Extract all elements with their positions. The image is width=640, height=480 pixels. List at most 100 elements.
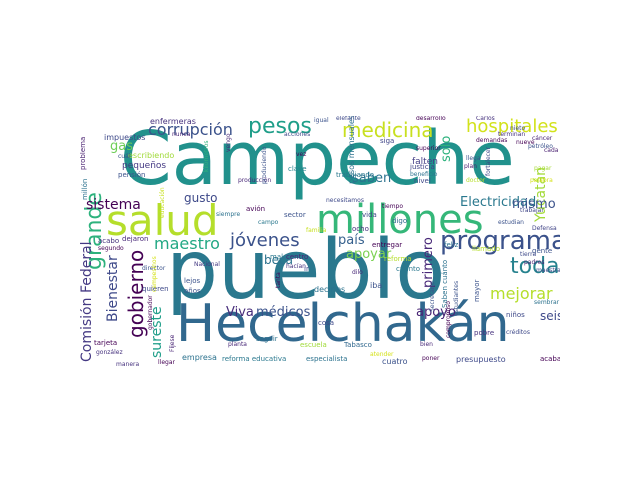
- word-acabo: acabo: [98, 237, 120, 245]
- word-reforma-educativa: reforma educativa: [222, 355, 287, 363]
- word-acabar: acabar: [540, 355, 560, 363]
- word-padres: padres: [524, 259, 545, 266]
- word-quieren: quieren: [142, 285, 169, 293]
- word-apoyar: apoyar: [346, 247, 392, 262]
- word-desarrollo: desarrollo: [416, 116, 446, 122]
- word-tierra: tierra: [520, 251, 537, 258]
- word-cloud: Campeche pueblo Hecelchakán salud millone…: [80, 116, 560, 368]
- word-maestro: maestro: [154, 234, 220, 253]
- word-pobre: pobre: [474, 329, 495, 337]
- word-apoyo: apoyo: [416, 305, 456, 320]
- word-tabasco: Tabasco: [344, 341, 372, 349]
- word-maestra: maestra: [536, 267, 560, 274]
- word-manera: manera: [116, 361, 140, 368]
- word-tarjeta: tarjeta: [94, 339, 118, 347]
- word-pais: país: [338, 233, 365, 248]
- word-medicina: medicina: [342, 118, 434, 142]
- word-millon: millón: [81, 178, 89, 200]
- word-saben: saben: [352, 171, 392, 186]
- word-corrupcion: corrupción: [148, 120, 233, 139]
- word-llega: llega: [466, 155, 481, 162]
- word-terminan: terminan: [498, 131, 526, 138]
- word-mejorar: mejorar: [490, 284, 553, 303]
- word-nivel: nivel: [414, 177, 431, 185]
- word-poner: poner: [422, 355, 440, 362]
- word-fortalecer: fortalecer: [485, 146, 492, 176]
- word-campesinos: campesinos: [151, 256, 158, 292]
- word-compromiso: compromiso: [445, 301, 452, 338]
- word-acciones: acciones: [284, 131, 311, 138]
- word-nunca: nunca: [172, 131, 191, 138]
- word-empresa: empresa: [182, 353, 217, 362]
- word-enfermeras: enfermeras: [150, 117, 196, 126]
- word-fijese: Fíjese: [169, 334, 176, 352]
- word-seis: seis: [540, 309, 560, 323]
- word-pesos: pesos: [248, 116, 312, 139]
- word-seguir: seguir: [256, 335, 278, 343]
- word-electricidad: Electricidad: [460, 195, 537, 210]
- word-cosa: cosa: [318, 319, 335, 327]
- word-educacion: educación: [159, 187, 166, 218]
- word-gusto: gusto: [184, 191, 218, 205]
- word-gobierno: gobierno: [124, 249, 148, 338]
- word-produccion: producción: [238, 177, 272, 184]
- word-kilometros: kilómetros: [203, 140, 210, 173]
- word-vida: vida: [362, 211, 377, 219]
- word-presupuesto: presupuesto: [456, 355, 506, 364]
- word-lejos: lejos: [184, 277, 201, 285]
- word-secretario: Secretario: [429, 281, 436, 312]
- word-siempre: siempre: [216, 211, 241, 218]
- word-cada: cada: [544, 147, 559, 154]
- word-centro: centro: [286, 253, 309, 261]
- word-vez: vez: [296, 151, 307, 158]
- word-sistema: sistema: [86, 197, 141, 213]
- word-igual: igual: [314, 117, 329, 124]
- word-justicia: justicia: [410, 163, 435, 171]
- word-plan: plan: [464, 163, 477, 170]
- word-impuestos: impuestos: [104, 133, 146, 142]
- word-dejaron: dejaron: [122, 235, 149, 243]
- word-toda: toda: [510, 254, 560, 279]
- word-pueblo: pueblo: [166, 223, 446, 318]
- word-escuela: escuela: [300, 341, 327, 349]
- word-defensa: Defensa: [532, 225, 557, 232]
- word-sector: sector: [284, 211, 306, 219]
- word-falten: falten: [412, 157, 438, 167]
- word-digo: digo: [392, 217, 408, 225]
- word-viva: Viva: [226, 305, 254, 320]
- word-hospitales: hospitales: [466, 116, 558, 137]
- word-creditos: créditos: [506, 329, 530, 336]
- word-nacional: Nacional: [194, 261, 220, 268]
- word-estudiantes: estudiantes: [453, 280, 460, 316]
- word-anos: años: [184, 287, 201, 295]
- word-hecelchakan: Hecelchakán: [176, 294, 510, 354]
- word-carlos: Carlos: [476, 116, 495, 122]
- word-trabajar: trabajar: [520, 207, 544, 214]
- word-feliz: feliz: [444, 241, 459, 249]
- word-programa: programa: [440, 226, 560, 256]
- word-millones: millones: [316, 197, 484, 243]
- word-tiempo: tiempo: [382, 203, 404, 210]
- word-pequenos: pequeños: [122, 161, 167, 171]
- word-doctor: doctor: [466, 177, 486, 184]
- word-beca: beca: [264, 253, 293, 267]
- word-llegar: llegar: [158, 359, 175, 366]
- word-especialista: especialista: [306, 355, 348, 363]
- word-pagar: pagar: [534, 165, 552, 172]
- word-demandas: demandas: [476, 137, 508, 144]
- word-escribiendo: escribiendo: [128, 151, 175, 160]
- word-mayor: mayor: [473, 279, 481, 302]
- word-campo: campo: [258, 219, 279, 226]
- word-beneficio: beneficio: [410, 171, 438, 178]
- word-comision-federal: Comisión Federal: [80, 241, 95, 362]
- word-director: director: [142, 265, 166, 272]
- word-mismo: mismo: [512, 197, 556, 212]
- word-decirles: decirles: [314, 285, 346, 294]
- word-vengo: vengo: [225, 133, 232, 152]
- word-superior: superior: [416, 145, 441, 152]
- word-sembrar: sembrar: [534, 299, 560, 306]
- word-palabra: palabra: [530, 177, 553, 184]
- word-planta: planta: [228, 341, 247, 348]
- word-tanta: tanta: [275, 272, 282, 288]
- word-cuanto: cuánto: [396, 265, 421, 273]
